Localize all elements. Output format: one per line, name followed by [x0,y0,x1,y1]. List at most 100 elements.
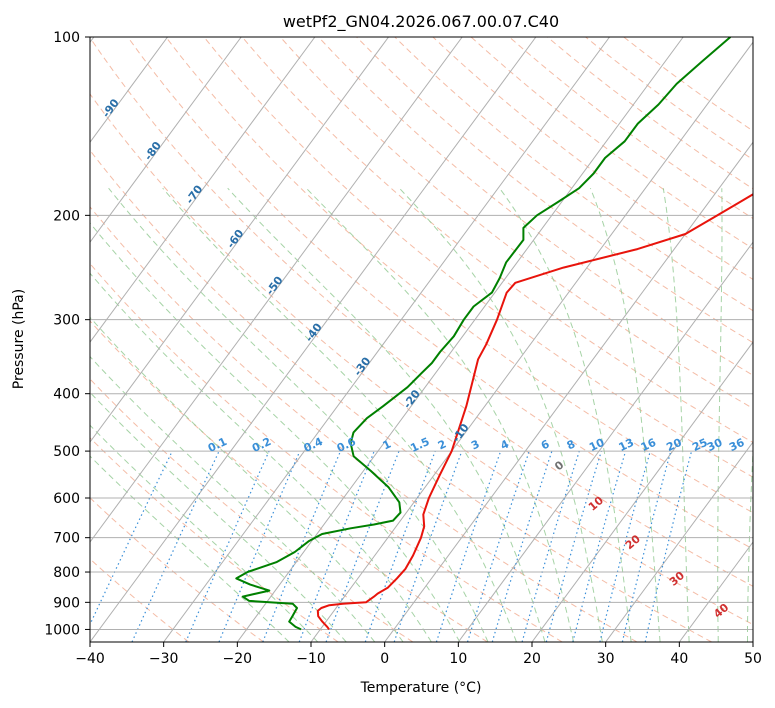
dry-adiabat [90,149,712,642]
isotherm-label: -100 [56,49,83,79]
x-tick-label: −10 [296,651,326,667]
moist-adiabat [90,455,290,642]
dry-adiabat [356,37,753,344]
mixing-ratio-line [90,450,173,626]
isotherm [457,241,753,642]
mixing-ratio-label: 16 [639,436,659,454]
isotherm [384,141,753,642]
dry-adiabat [623,37,753,132]
isotherm-label: -50 [263,274,285,298]
mixing-ratio-line [364,450,436,642]
mixing-ratio-label: 2 [436,437,448,452]
mixing-ratio-label: 0.4 [302,435,325,455]
plot-frame [89,36,754,643]
mixing-ratio-line [644,450,693,642]
y-tick-label: 1000 [44,622,80,638]
moist-adiabat [305,187,575,642]
dewpoint-line [235,37,732,631]
y-tick-label: 100 [53,30,80,46]
mixing-ratio-label: 3 [469,437,481,452]
dry-adiabat [318,37,753,376]
isotherm [310,41,753,642]
dry-adiabat [90,262,563,642]
isotherm-label: -70 [183,182,205,206]
mixing-ratio-line [435,450,502,642]
moist-adiabat-label: 0 [552,458,566,473]
isotherm [605,441,753,642]
moist-adiabat [90,222,461,642]
y-tick-label: 600 [53,491,80,507]
profiles [235,37,753,631]
isotherm [531,341,753,642]
isotherm-label: -90 [100,96,122,120]
isotherm [90,37,168,144]
isotherm-label: -60 [224,227,246,251]
x-tick-label: 40 [670,651,688,667]
line-labels: -100-90-80-70-60-50-40-30-20-100.1 0.2 0.4… [56,49,747,621]
moist-adiabat [747,443,753,642]
mixing-ratio-line [545,450,602,642]
mixing-ratio-label: 20 [664,436,684,454]
mixing-ratio-label: 8 [565,437,577,452]
x-tick-label: 10 [449,651,467,667]
dry-adiabat [279,37,753,410]
x-tick-label: 30 [597,651,615,667]
mixing-ratio-label: 30 [705,436,725,454]
moist-adiabat [399,187,603,642]
mixing-ratio-label: 36 [727,436,747,454]
dry-adiabat [90,206,638,642]
dry-adiabat [394,37,753,312]
y-axis-label: Pressure (hPa) [11,289,27,389]
x-axis: −40 −30 −20 −10 0 10 20 30 40 50 [75,642,762,667]
moist-adiabat [90,424,319,642]
dry-adiabat [165,37,753,514]
mixing-ratio-label: 13 [617,436,636,454]
moist-adiabat-label: 20 [623,532,643,552]
dry-adiabat [241,37,753,444]
isotherm [90,37,463,543]
y-tick-label: 200 [53,208,80,224]
moist-adiabat [662,188,690,642]
moist-adiabat [589,188,661,642]
mixing-ratio-line [185,450,270,642]
x-tick-label: 20 [523,651,541,667]
dry-adiabat [90,378,414,642]
chart-title: wetPf2_GN04.2026.067.00.07.C40 [283,12,559,32]
y-tick-label: 700 [53,531,80,547]
y-tick-label: 400 [53,387,80,403]
mixing-ratio-label: 25 [690,436,709,454]
mixing-ratio-line [131,450,220,642]
dry-adiabat [90,437,339,642]
moist-adiabat [90,272,432,642]
mixing-ratio-label: 10 [587,436,607,454]
isotherm [752,641,753,642]
y-tick-label: 800 [53,565,80,581]
mixing-ratio-label: 4 [499,437,512,452]
mixing-ratio-line [599,450,651,642]
x-axis-label: Temperature (°C) [360,680,482,696]
isotherm [236,37,684,642]
dry-adiabat [547,37,753,190]
x-tick-label: −20 [223,651,253,667]
moist-adiabat [227,187,546,642]
x-tick-label: −40 [75,651,105,667]
mixing-ratio-line [621,450,672,642]
isotherm [90,37,537,642]
dry-adiabat [90,37,753,587]
mixing-ratio-label: 0.2 [250,435,273,455]
isotherm-label: -80 [142,139,164,163]
x-tick-label: 50 [744,651,762,667]
moist-adiabat-label: 10 [586,494,606,514]
dry-adiabat [508,37,753,220]
x-tick-label: 0 [380,651,389,667]
mixing-ratio-line [521,450,580,642]
dry-adiabat [470,37,753,250]
dry-adiabat [127,37,753,550]
dry-adiabat [585,37,753,161]
moist-adiabat [90,391,347,642]
dry-adiabat [90,497,264,642]
dry-adiabat [203,37,753,478]
moist-adiabat [162,187,517,642]
y-tick-label: 300 [53,313,80,329]
